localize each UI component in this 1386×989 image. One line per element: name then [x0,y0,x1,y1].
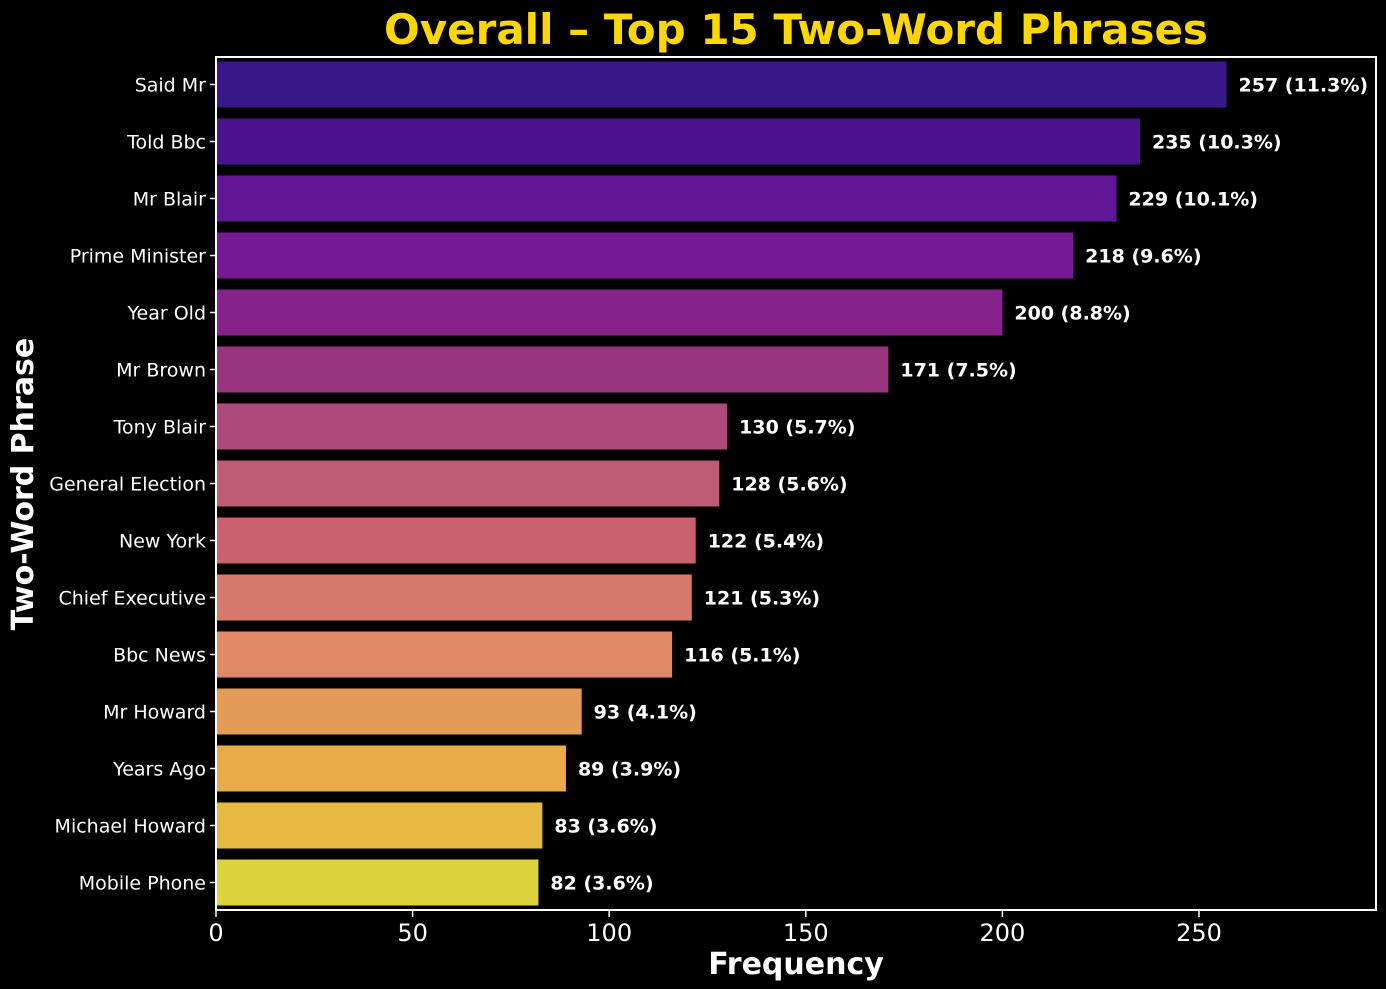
x-tick-label-150: 150 [783,919,829,947]
category-label-chief-executive: Chief Executive [58,588,206,610]
category-label-bbc-news: Bbc News [113,645,206,667]
y-axis-label: Two-Word Phrase [6,338,41,631]
bar-new-york [216,517,696,564]
x-axis-label: Frequency [708,947,884,982]
x-tick-label-200: 200 [979,919,1025,947]
bar-mr-howard [216,688,582,735]
category-label-general-election: General Election [49,474,206,496]
x-tick-label-100: 100 [586,919,632,947]
data-label-said-mr: 257 (11.3%) [1239,75,1369,97]
bar-mr-brown [216,346,889,393]
category-label-year-old: Year Old [126,303,206,325]
data-label-mr-blair: 229 (10.1%) [1128,189,1258,211]
bar-mobile-phone [216,859,539,906]
x-tick-label-50: 50 [397,919,428,947]
category-label-said-mr: Said Mr [135,75,206,97]
data-label-new-york: 122 (5.4%) [708,531,824,553]
plot-frame [215,56,1377,911]
data-label-prime-minister: 218 (9.6%) [1085,246,1201,268]
data-label-told-bbc: 235 (10.3%) [1152,132,1282,154]
x-tick-label-0: 0 [208,919,223,947]
category-label-mr-brown: Mr Brown [116,360,206,382]
category-label-michael-howard: Michael Howard [55,816,206,838]
category-label-prime-minister: Prime Minister [70,246,206,268]
category-label-tony-blair: Tony Blair [113,417,207,439]
category-label-mobile-phone: Mobile Phone [79,873,206,895]
data-labels: 257 (11.3%) 235 (10.3%) 229 (10.1%) 218 (9.… [550,75,1368,895]
data-label-mr-brown: 171 (7.5%) [900,360,1016,382]
bar-mr-blair [216,175,1117,222]
data-label-mobile-phone: 82 (3.6%) [550,873,653,895]
bar-year-old [216,289,1003,336]
data-label-general-election: 128 (5.6%) [731,474,847,496]
chart-title: Overall – Top 15 Two-Word Phrases [384,5,1208,54]
data-label-tony-blair: 130 (5.7%) [739,417,855,439]
data-label-chief-executive: 121 (5.3%) [704,588,820,610]
bar-michael-howard [216,802,543,849]
data-label-mr-howard: 93 (4.1%) [594,702,697,724]
bar-years-ago [216,745,566,792]
bar-chief-executive [216,574,692,621]
data-label-bbc-news: 116 (5.1%) [684,645,800,667]
bars-group [216,61,1227,906]
bar-prime-minister [216,232,1074,279]
data-label-year-old: 200 (8.8%) [1014,303,1130,325]
bar-told-bbc [216,118,1141,165]
bar-general-election [216,460,720,507]
category-labels: Said Mr Told Bbc Mr Blair Prime Minister Yea… [49,75,216,895]
category-label-new-york: New York [119,531,206,553]
category-label-mr-howard: Mr Howard [103,702,206,724]
bar-said-mr [216,61,1227,108]
x-axis-ticks: 0 50 100 150 200 250 [208,910,1222,947]
data-label-michael-howard: 83 (3.6%) [554,816,657,838]
x-tick-label-250: 250 [1176,919,1222,947]
category-label-told-bbc: Told Bbc [126,132,206,154]
category-label-mr-blair: Mr Blair [133,189,206,211]
bar-bbc-news [216,631,673,678]
bar-tony-blair [216,403,728,450]
data-label-years-ago: 89 (3.9%) [578,759,681,781]
category-label-years-ago: Years Ago [112,759,206,781]
